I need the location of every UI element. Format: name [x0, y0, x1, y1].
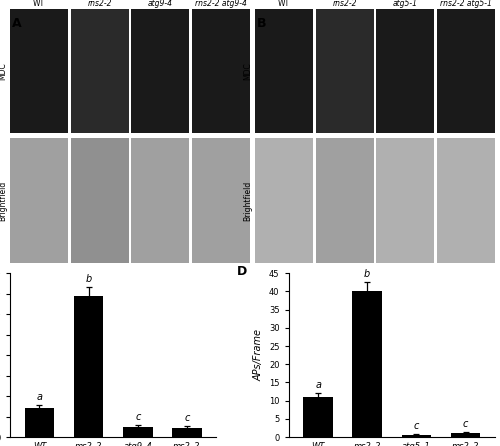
Text: b: b [86, 273, 91, 284]
Text: c: c [463, 419, 468, 429]
Title: rns2-2: rns2-2 [332, 0, 357, 8]
Y-axis label: APs/Frame: APs/Frame [254, 329, 264, 381]
Text: c: c [414, 421, 419, 431]
Title: WT: WT [278, 0, 290, 8]
Text: a: a [315, 380, 321, 390]
Bar [304, 397, 333, 437]
Y-axis label: Brightfield: Brightfield [243, 181, 252, 221]
Bar [24, 409, 54, 437]
Title: atg5-1: atg5-1 [393, 0, 418, 8]
Title: WT: WT [33, 0, 45, 8]
Text: c: c [184, 413, 190, 423]
Bar [172, 428, 202, 437]
Bar [123, 427, 152, 437]
Bar [402, 435, 431, 437]
Text: c: c [135, 412, 140, 422]
Title: rns2-2 atg9-4: rns2-2 atg9-4 [195, 0, 247, 8]
Title: atg9-4: atg9-4 [148, 0, 173, 8]
Text: a: a [36, 392, 43, 402]
Y-axis label: MDC: MDC [243, 62, 252, 80]
Bar [451, 434, 480, 437]
Title: rns2-2 atg5-1: rns2-2 atg5-1 [440, 0, 492, 8]
Text: A: A [12, 17, 22, 29]
Title: rns2-2: rns2-2 [88, 0, 112, 8]
Y-axis label: Brightfield: Brightfield [0, 181, 7, 221]
Y-axis label: MDC: MDC [0, 62, 7, 80]
Text: b: b [364, 269, 370, 280]
Bar [352, 292, 382, 437]
Bar [74, 296, 104, 437]
Text: D: D [237, 265, 248, 278]
Text: B: B [258, 17, 267, 29]
